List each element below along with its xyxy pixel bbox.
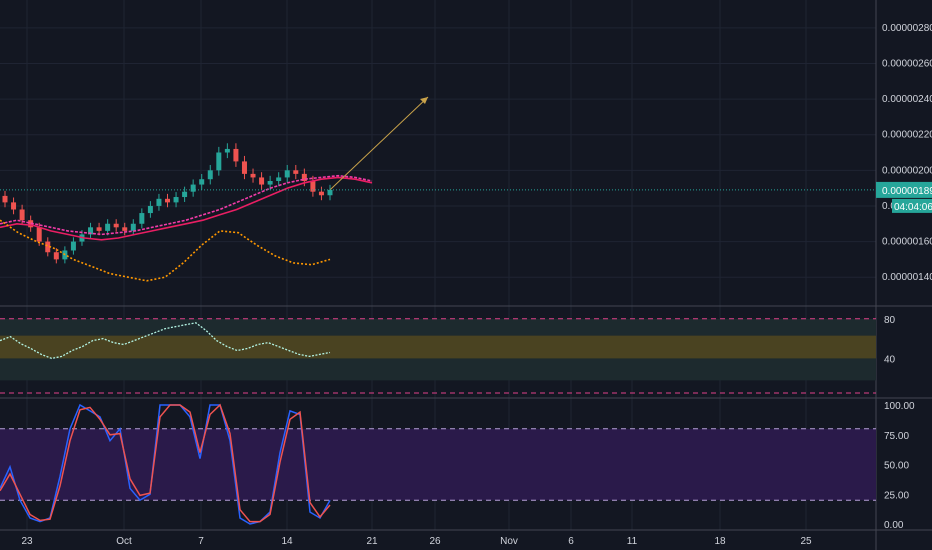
rsi-band (0, 335, 876, 359)
moving-average-line (0, 176, 373, 241)
candle-body (301, 173, 307, 181)
last-price-label: 0.00000189 (882, 186, 932, 197)
candle-body (165, 198, 170, 203)
candle-body (284, 170, 290, 178)
time-tick-label: Oct (116, 536, 132, 547)
time-tick-label: 25 (800, 536, 812, 547)
candle-body (182, 191, 188, 198)
candle-body (130, 223, 136, 231)
candle-body (70, 241, 76, 251)
price-tick-label: 0.00000260 (882, 58, 932, 69)
candle-body (276, 177, 282, 181)
candle-body (224, 148, 230, 153)
stoch-tick-label: 100.00 (884, 401, 915, 412)
stoch-tick-label: 75.00 (884, 431, 909, 442)
last-price-tag (876, 181, 932, 198)
price-tick-label: 0.00000200 (882, 165, 932, 176)
stoch-line (0, 403, 331, 525)
rsi-line (0, 322, 331, 360)
price-tick-label: 0.00000160 (882, 237, 932, 248)
candle-body (199, 179, 205, 185)
candle-body (113, 223, 119, 228)
stoch-line (0, 403, 331, 523)
rsi-panel (0, 318, 876, 394)
candle-body (19, 209, 25, 221)
candle-body (45, 241, 51, 253)
stoch-tick-label: 0.00 (884, 520, 904, 531)
price-tick-label: 0.00000140 (882, 272, 932, 283)
candle-body (36, 227, 42, 242)
candle-body (105, 223, 111, 231)
candle-body (327, 189, 333, 196)
candle-body (250, 173, 256, 178)
price-tick-label: 0.00000220 (882, 130, 932, 141)
price-tick-label: 0.00000240 (882, 94, 932, 105)
candle-body (156, 198, 162, 206)
candle-body (293, 170, 299, 174)
candle-body (216, 152, 222, 171)
rsi-tick-label: 80 (884, 315, 896, 326)
candle-body (173, 197, 179, 203)
price-panel (0, 96, 876, 282)
time-tick-label: 14 (281, 536, 293, 547)
candle-body (267, 181, 273, 185)
candle-body (11, 202, 17, 210)
countdown-label: 04:04:06 (894, 202, 932, 213)
time-tick-label: 11 (627, 536, 638, 547)
time-tick-label: 23 (21, 536, 33, 547)
candle-body (122, 227, 128, 231)
stoch-tick-label: 50.00 (884, 461, 909, 472)
rsi-tick-label: 40 (884, 354, 896, 365)
time-tick-label: Nov (500, 536, 518, 547)
candle-body (2, 195, 8, 203)
trend-arrow (329, 96, 429, 191)
candle-body (96, 227, 102, 231)
moving-average-line (0, 174, 373, 236)
time-axis[interactable]: 23 Oct 7 14 21 26 Nov 6 11 18 25 (21, 536, 812, 547)
candle-body (310, 181, 316, 192)
candle-body (241, 161, 247, 174)
candle-body (53, 252, 59, 260)
candle-body (190, 184, 196, 192)
stoch-panel (0, 403, 876, 525)
countdown-tag (892, 198, 932, 213)
stoch-band (0, 428, 876, 501)
candle-body (207, 170, 213, 180)
candle-body (88, 227, 94, 235)
candle-body (233, 148, 239, 162)
moving-average-line (0, 219, 331, 282)
candle-body (318, 191, 324, 196)
stoch-tick-label: 25.00 (884, 490, 909, 501)
time-tick-label: 21 (366, 536, 378, 547)
price-tick-label: 0.00000280 (882, 23, 932, 34)
candle-body (28, 220, 34, 228)
time-tick-label: 6 (568, 536, 574, 547)
candle-body (259, 177, 265, 185)
time-tick-label: 7 (198, 536, 204, 547)
candle-body (139, 213, 145, 224)
candle-body (147, 205, 153, 214)
arrow-head-icon (420, 97, 428, 104)
price-axis[interactable]: 0.00000280 0.00000260 0.00000240 0.00000220… (876, 23, 932, 531)
time-tick-label: 18 (714, 536, 726, 547)
time-tick-label: 26 (429, 536, 441, 547)
